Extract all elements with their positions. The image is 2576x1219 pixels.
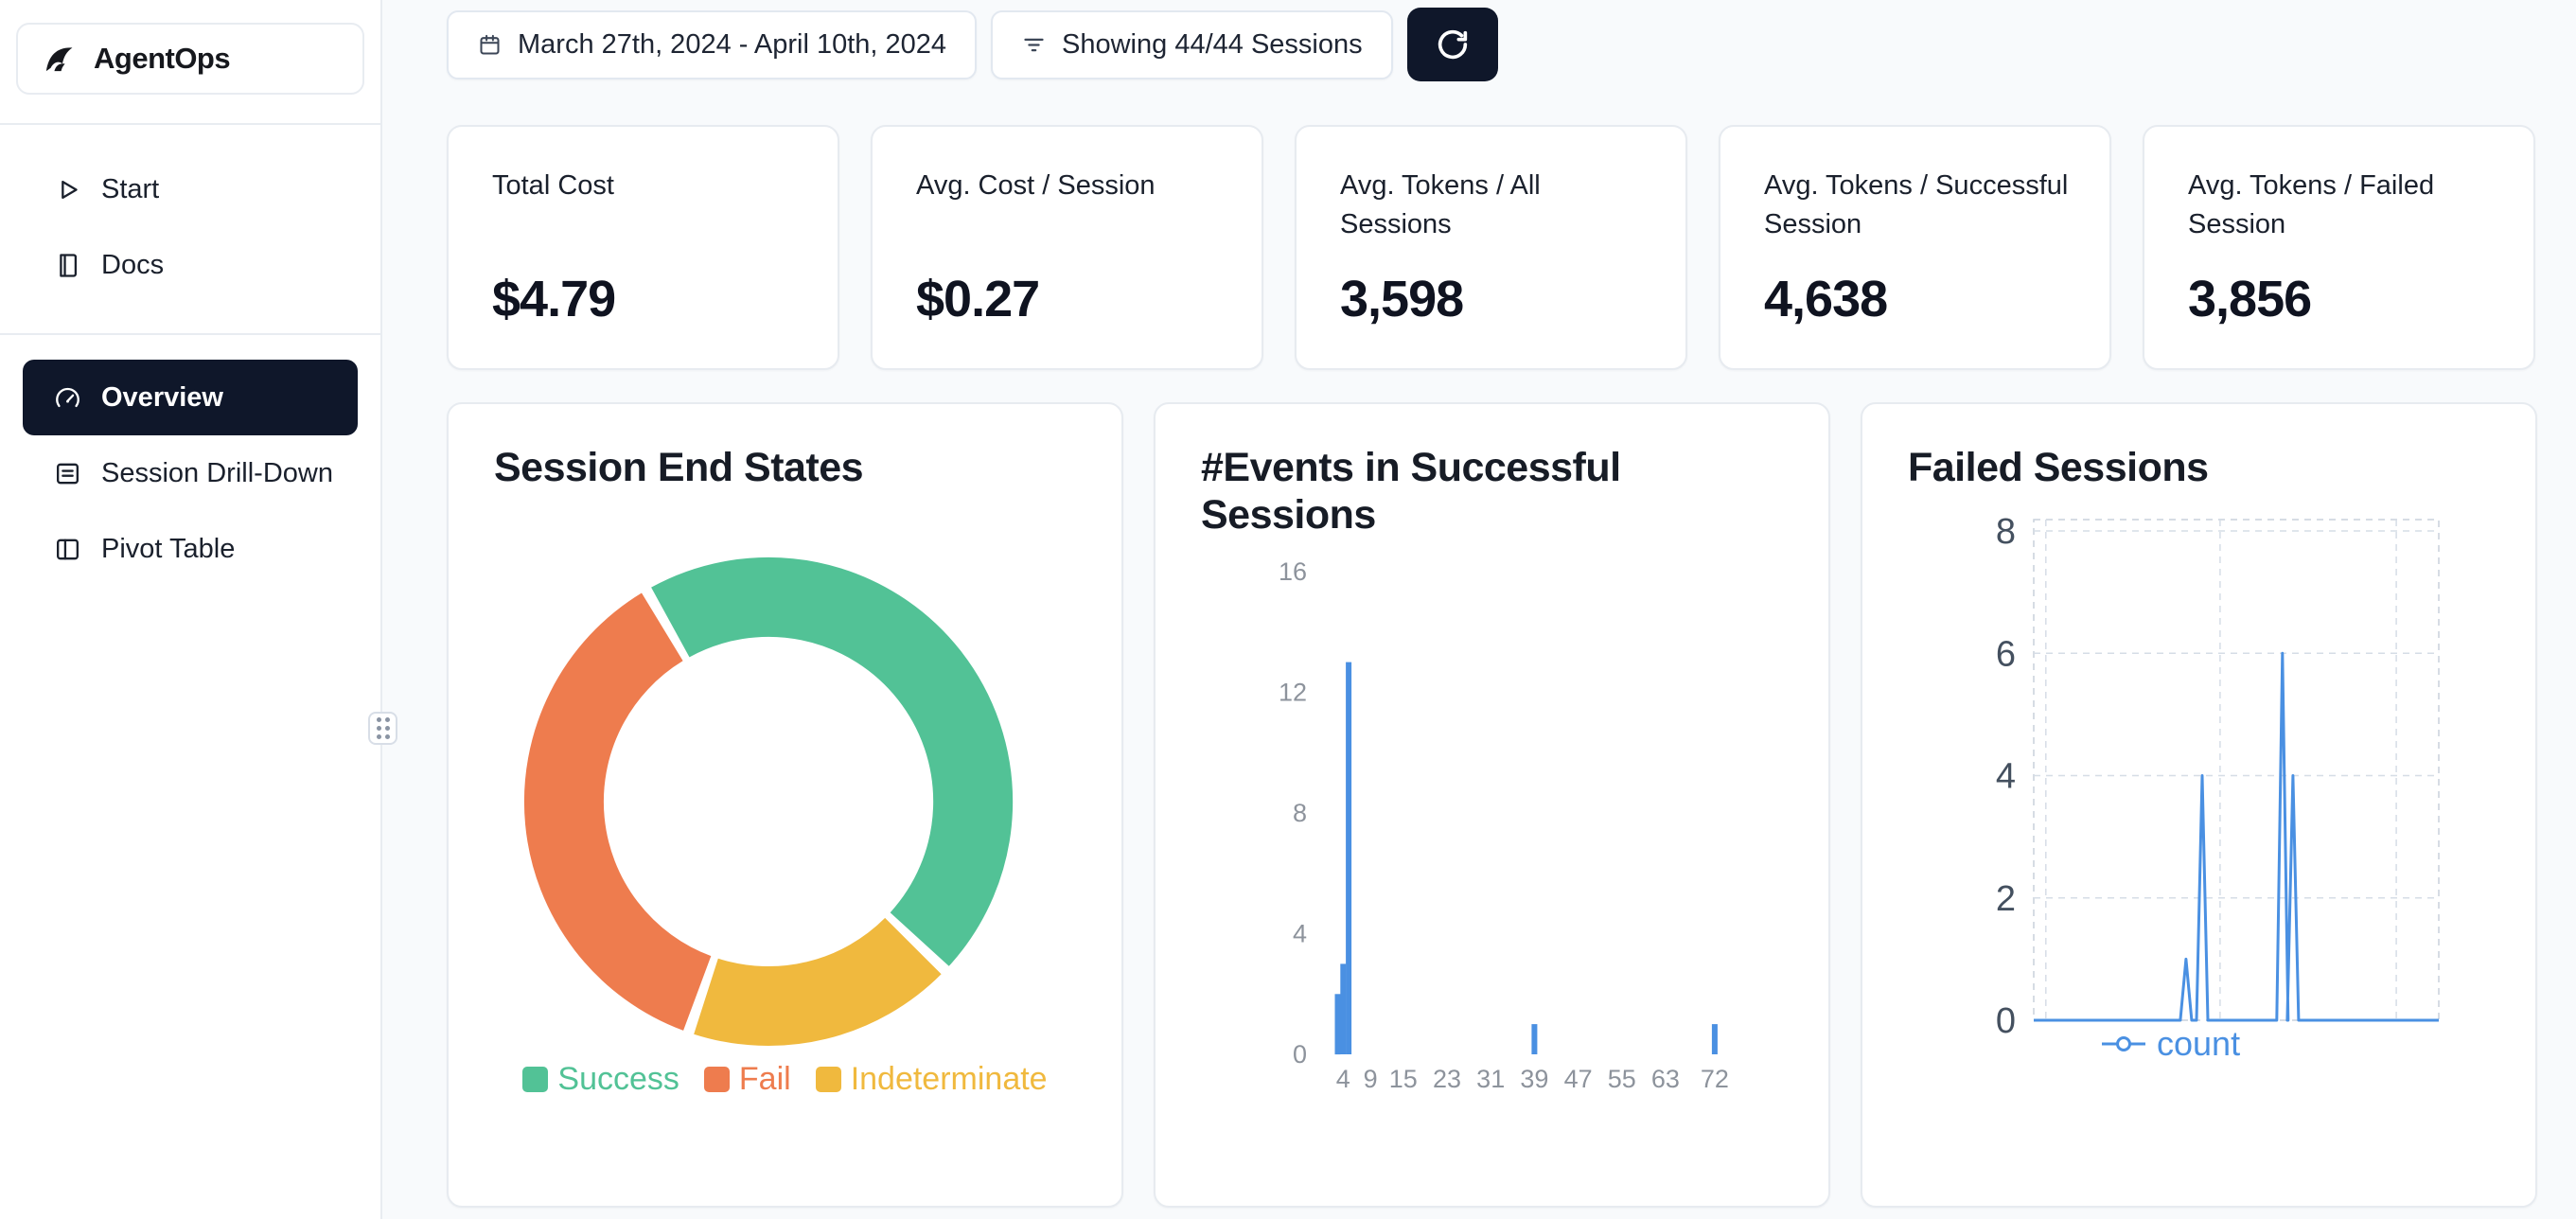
stat-card-avg-tokens-all: Avg. Tokens / All Sessions 3,598 bbox=[1295, 125, 1687, 370]
donut-legend: Success Fail Indeterminate bbox=[449, 1061, 1121, 1098]
legend-label: Fail bbox=[738, 1061, 791, 1097]
rows-icon bbox=[57, 463, 79, 484]
chart-title: #Events in Successful Sessions bbox=[1201, 445, 1621, 539]
legend-swatch-icon bbox=[703, 1067, 730, 1092]
svg-text:15: 15 bbox=[1389, 1065, 1418, 1093]
stat-value: 3,856 bbox=[2188, 271, 2312, 327]
svg-text:31: 31 bbox=[1476, 1065, 1505, 1093]
sidebar-item-session-drill-down[interactable]: Session Drill-Down bbox=[23, 435, 358, 511]
svg-text:9: 9 bbox=[1364, 1065, 1378, 1093]
stat-value: 4,638 bbox=[1764, 271, 1888, 327]
sidebar-item-start[interactable]: Start bbox=[23, 151, 358, 227]
sidebar-nav-primary: Start Docs bbox=[0, 125, 380, 303]
svg-text:0: 0 bbox=[1996, 1001, 2016, 1041]
line-legend-label: count bbox=[2157, 1024, 2241, 1063]
stats-row: Total Cost $4.79 Avg. Cost / Session $0.… bbox=[447, 125, 2535, 370]
stat-card-avg-tokens-failed: Avg. Tokens / Failed Session 3,856 bbox=[2143, 125, 2535, 370]
donut-legend-item[interactable]: Fail bbox=[703, 1061, 791, 1098]
sidebar-item-pivot-table[interactable]: Pivot Table bbox=[23, 511, 358, 587]
agentops-logo[interactable]: AgentOps bbox=[16, 23, 364, 95]
sidebar-divider bbox=[0, 333, 380, 335]
filter-icon bbox=[1024, 38, 1044, 51]
table-icon bbox=[57, 539, 79, 559]
svg-text:63: 63 bbox=[1651, 1065, 1680, 1093]
chart-title: Failed Sessions bbox=[1908, 445, 2209, 490]
svg-text:2: 2 bbox=[1996, 879, 2016, 919]
donut-legend-item[interactable]: Indeterminate bbox=[815, 1061, 1048, 1098]
stat-value: $4.79 bbox=[492, 271, 616, 327]
stat-card-total-cost: Total Cost $4.79 bbox=[447, 125, 839, 370]
legend-label: Indeterminate bbox=[850, 1061, 1048, 1097]
line-legend-count[interactable]: count bbox=[2102, 1024, 2240, 1064]
stat-label: Avg. Tokens / Failed Session bbox=[2188, 170, 2435, 239]
sidebar-item-label: Overview bbox=[101, 381, 223, 413]
svg-text:47: 47 bbox=[1564, 1065, 1593, 1093]
stat-card-avg-tokens-successful: Avg. Tokens / Successful Session 4,638 bbox=[1719, 125, 2111, 370]
agentops-logo-icon bbox=[39, 39, 79, 79]
session-end-states-donut-chart bbox=[523, 556, 1014, 1046]
sidebar-item-docs[interactable]: Docs bbox=[23, 227, 358, 303]
stat-value: 3,598 bbox=[1340, 271, 1464, 327]
chart-title: Session End States bbox=[494, 445, 864, 490]
sidebar-nav-secondary: Overview Session Drill-Down Pivot Table bbox=[0, 335, 380, 587]
logo-text: AgentOps bbox=[94, 42, 231, 75]
svg-text:4: 4 bbox=[1336, 1065, 1350, 1093]
legend-swatch-icon bbox=[815, 1067, 841, 1092]
calendar-icon bbox=[480, 34, 500, 55]
svg-text:72: 72 bbox=[1701, 1065, 1729, 1093]
svg-text:0: 0 bbox=[1293, 1040, 1307, 1069]
legend-swatch-icon bbox=[522, 1067, 549, 1092]
sidebar-divider bbox=[0, 123, 380, 125]
svg-text:16: 16 bbox=[1279, 557, 1307, 586]
sessions-filter-label: Showing 44/44 Sessions bbox=[1062, 28, 1363, 60]
charts-row: Session End States Success Fail Indetermin… bbox=[447, 402, 2537, 1208]
events-in-successful-sessions-card: #Events in Successful Sessions 0 4 8 12 16 4 9… bbox=[1154, 402, 1830, 1208]
sidebar-item-label: Session Drill-Down bbox=[101, 457, 333, 488]
stat-value: $0.27 bbox=[916, 271, 1040, 327]
refresh-icon bbox=[1438, 29, 1467, 60]
line-marker-icon bbox=[2102, 1036, 2145, 1051]
svg-text:8: 8 bbox=[1996, 512, 2016, 552]
stat-label: Avg. Tokens / All Sessions bbox=[1340, 170, 1541, 239]
sidebar-item-overview[interactable]: Overview bbox=[23, 360, 358, 435]
sidebar: AgentOps Start Docs Overview Session Dri… bbox=[0, 0, 382, 1219]
stat-label: Avg. Tokens / Successful Session bbox=[1764, 170, 2069, 239]
main-content: March 27th, 2024 - April 10th, 2024 Show… bbox=[382, 0, 2576, 1219]
svg-text:8: 8 bbox=[1293, 799, 1307, 827]
svg-text:6: 6 bbox=[1996, 634, 2016, 674]
svg-text:4: 4 bbox=[1996, 757, 2016, 797]
sidebar-item-label: Start bbox=[101, 173, 160, 204]
stat-label: Total Cost bbox=[492, 170, 614, 201]
svg-text:55: 55 bbox=[1608, 1065, 1636, 1093]
gauge-icon bbox=[56, 387, 79, 407]
topbar: March 27th, 2024 - April 10th, 2024 Show… bbox=[447, 8, 1498, 81]
grip-dots-icon bbox=[376, 717, 390, 739]
sidebar-item-label: Docs bbox=[101, 249, 165, 280]
failed-sessions-line-chart: 0 2 4 6 8 bbox=[1996, 512, 2440, 1041]
legend-label: Success bbox=[557, 1061, 679, 1097]
play-icon bbox=[62, 180, 78, 199]
stat-card-avg-cost-session: Avg. Cost / Session $0.27 bbox=[871, 125, 1263, 370]
svg-text:12: 12 bbox=[1279, 679, 1307, 707]
sidebar-resize-handle[interactable] bbox=[368, 712, 397, 745]
date-range-label: March 27th, 2024 - April 10th, 2024 bbox=[518, 28, 947, 60]
sidebar-item-label: Pivot Table bbox=[101, 533, 236, 564]
stat-label: Avg. Cost / Session bbox=[916, 170, 1156, 201]
failed-sessions-card: Failed Sessions 0 2 4 6 8 count bbox=[1861, 402, 2537, 1208]
session-end-states-card: Session End States Success Fail Indetermin… bbox=[447, 402, 1123, 1208]
svg-text:23: 23 bbox=[1433, 1065, 1461, 1093]
sessions-filter-button[interactable]: Showing 44/44 Sessions bbox=[991, 9, 1393, 80]
date-range-button[interactable]: March 27th, 2024 - April 10th, 2024 bbox=[447, 9, 978, 80]
docs-icon bbox=[60, 253, 78, 277]
svg-text:39: 39 bbox=[1520, 1065, 1548, 1093]
donut-legend-item[interactable]: Success bbox=[522, 1061, 679, 1098]
refresh-button[interactable] bbox=[1406, 8, 1498, 81]
svg-text:4: 4 bbox=[1293, 920, 1307, 948]
